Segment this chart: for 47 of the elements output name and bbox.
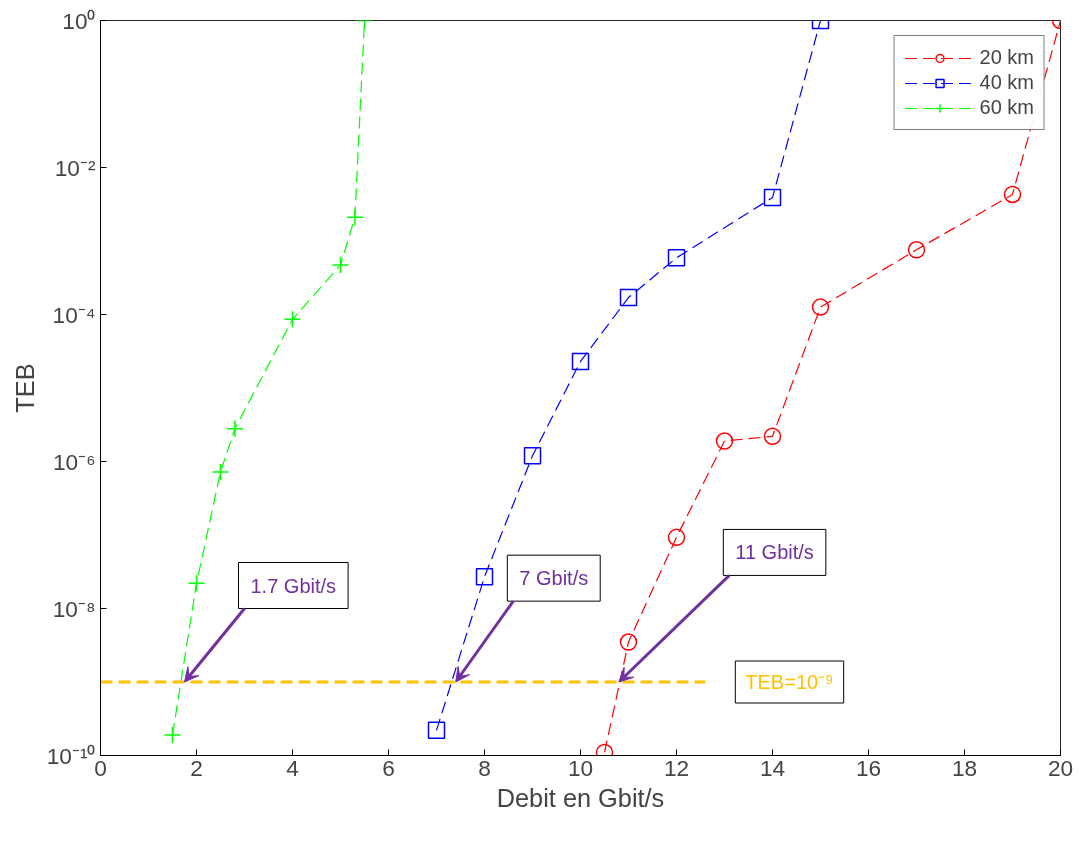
y-tick-label: 10⁻² (54, 154, 96, 181)
point (187, 574, 206, 593)
point (346, 208, 364, 227)
y-tick-label: 10⁻¹⁰ (46, 742, 96, 769)
y-tick-label: 10⁻⁶ (52, 448, 96, 475)
point (763, 427, 782, 446)
x-tick-label: 8 (478, 754, 491, 781)
point (715, 432, 734, 450)
x-tick-label: 6 (382, 754, 395, 781)
point (1003, 185, 1022, 204)
legend-label: 40 km (979, 71, 1034, 94)
y-tick-label: 10⁻⁸ (52, 595, 96, 622)
annotation: 1.7 Gbit/s (250, 574, 337, 597)
point (667, 528, 686, 547)
x-tick-label: 12 (663, 754, 690, 781)
x-tick-label: 10 (567, 754, 594, 781)
point (211, 463, 230, 481)
annotation: 11 Gbit/s (735, 541, 814, 564)
x-tick-label: 0 (94, 754, 107, 781)
legend-label: 20 km (979, 46, 1034, 69)
point (811, 298, 830, 316)
point (163, 726, 182, 744)
point (907, 241, 926, 259)
legend-label: 60 km (979, 96, 1034, 119)
x-tick-label: 20 (1047, 754, 1074, 781)
x-axis-title: Debit en Gbit/s (496, 783, 665, 812)
point (427, 721, 446, 740)
point (763, 188, 782, 207)
y-tick-label: 10⁰ (62, 7, 96, 34)
annotation: TEB=10⁻⁹ (745, 671, 834, 693)
point (226, 419, 244, 438)
y-tick-label: 10⁻⁴ (52, 301, 96, 328)
point (667, 249, 686, 267)
point (619, 633, 638, 651)
point (283, 310, 302, 329)
point (523, 446, 542, 465)
point (571, 352, 590, 371)
annotation: 7 Gbit/s (519, 567, 589, 590)
point (475, 568, 494, 586)
x-tick-label: 2 (190, 754, 203, 781)
x-tick-label: 18 (951, 754, 978, 781)
point (619, 288, 638, 307)
x-tick-label: 16 (855, 754, 882, 781)
point (331, 256, 350, 274)
y-axis-title: TEB (10, 363, 39, 413)
x-tick-label: 4 (286, 754, 299, 781)
x-tick-label: 14 (759, 754, 786, 781)
